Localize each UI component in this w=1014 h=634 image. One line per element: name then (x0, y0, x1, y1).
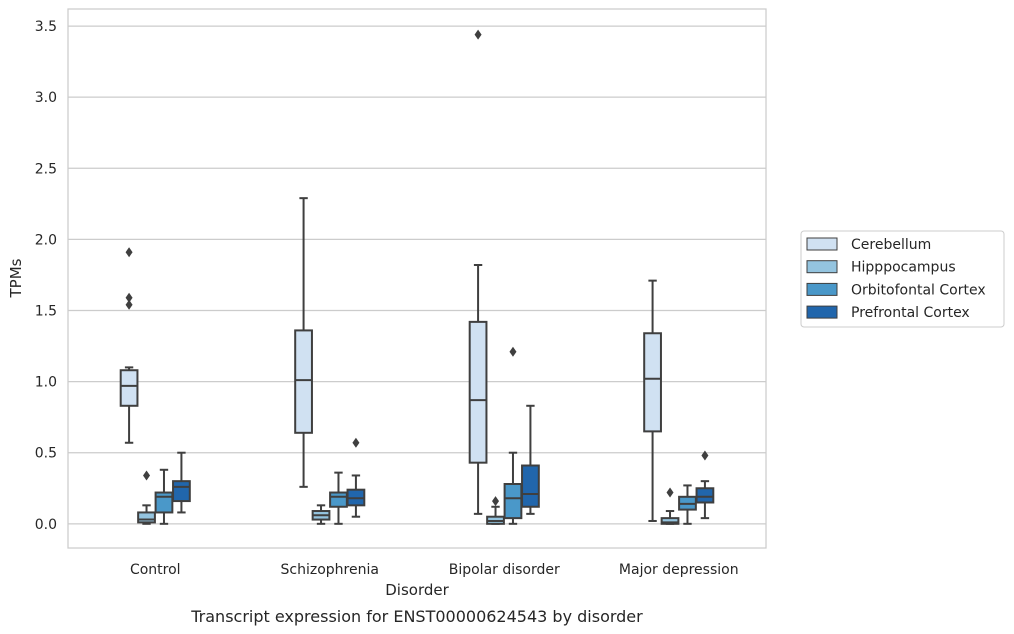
outlier-point (143, 470, 151, 481)
box-body (521, 464, 540, 508)
legend-swatch (806, 305, 838, 319)
box-body (294, 329, 313, 434)
x-axis-title: Disorder (385, 581, 449, 599)
box-series (119, 29, 715, 525)
outlier-point (474, 29, 482, 40)
box-body (329, 491, 348, 508)
legend-label: Orbitofontal Cortex (851, 282, 986, 298)
legend-swatch (806, 237, 838, 251)
outlier-point (701, 450, 709, 461)
box-0-1 (294, 197, 313, 488)
y-tick-label: 2.5 (35, 161, 57, 177)
x-tick-label: Control (130, 562, 181, 578)
legend-swatch (806, 260, 838, 274)
y-tick-label: 2.0 (35, 232, 57, 248)
grid-lines (68, 25, 766, 525)
box-1-2 (486, 496, 505, 525)
legend-swatch (806, 282, 838, 296)
box-0-2 (468, 29, 488, 515)
legend-frame (800, 230, 1005, 328)
chart-caption: Transcript expression for ENST0000062454… (190, 607, 643, 626)
outlier-point (125, 247, 133, 258)
x-tick-label: Bipolar disorder (449, 562, 560, 578)
box-2-1 (329, 471, 348, 525)
box-body (503, 483, 523, 520)
box-3-1 (346, 437, 366, 518)
box-body (137, 511, 156, 524)
box-body (660, 517, 680, 525)
box-3-0 (172, 451, 191, 514)
box-0-0 (119, 247, 139, 444)
plot-frame (67, 8, 767, 549)
outlier-point (666, 487, 674, 498)
y-tick-label: 0.5 (35, 446, 57, 462)
x-axis-ticks: Control Schizophrenia Bipolar disorder Majo… (130, 562, 739, 578)
x-tick-label: Major depression (619, 562, 739, 578)
outlier-point (352, 437, 360, 448)
outlier-point (125, 292, 133, 303)
y-axis-ticks: 0.0 0.5 1.0 1.5 2.0 2.5 3.0 3.5 (35, 19, 57, 533)
box-body (468, 320, 488, 464)
y-tick-label: 3.0 (35, 90, 57, 106)
y-axis-title: TPMs (7, 258, 25, 298)
outlier-point (492, 496, 500, 507)
box-body (695, 487, 715, 504)
y-tick-label: 1.5 (35, 303, 57, 319)
y-tick-label: 3.5 (35, 19, 57, 35)
legend-label: Prefrontal Cortex (851, 305, 970, 321)
y-tick-label: 0.0 (35, 517, 57, 533)
box-1-0 (137, 470, 156, 525)
legend-label: Hipppocampus (851, 260, 956, 276)
box-2-3 (678, 484, 697, 525)
box-3-2 (521, 404, 540, 515)
box-1-3 (660, 487, 680, 525)
y-tick-label: 1.0 (35, 375, 57, 391)
legend-label: Cerebellum (851, 237, 931, 253)
box-body (119, 369, 139, 407)
box-2-0 (154, 468, 174, 525)
x-tick-label: Schizophrenia (281, 562, 379, 578)
box-body (643, 332, 662, 433)
legend: Cerebellum Hipppocampus Orbitofontal Corte… (800, 230, 1005, 328)
box-0-3 (643, 279, 662, 522)
box-2-2 (503, 346, 523, 525)
box-1-1 (311, 504, 331, 525)
box-body (154, 491, 174, 514)
outlier-point (125, 299, 133, 310)
box-body (172, 480, 191, 503)
box-3-3 (695, 450, 715, 520)
outlier-point (509, 346, 517, 357)
